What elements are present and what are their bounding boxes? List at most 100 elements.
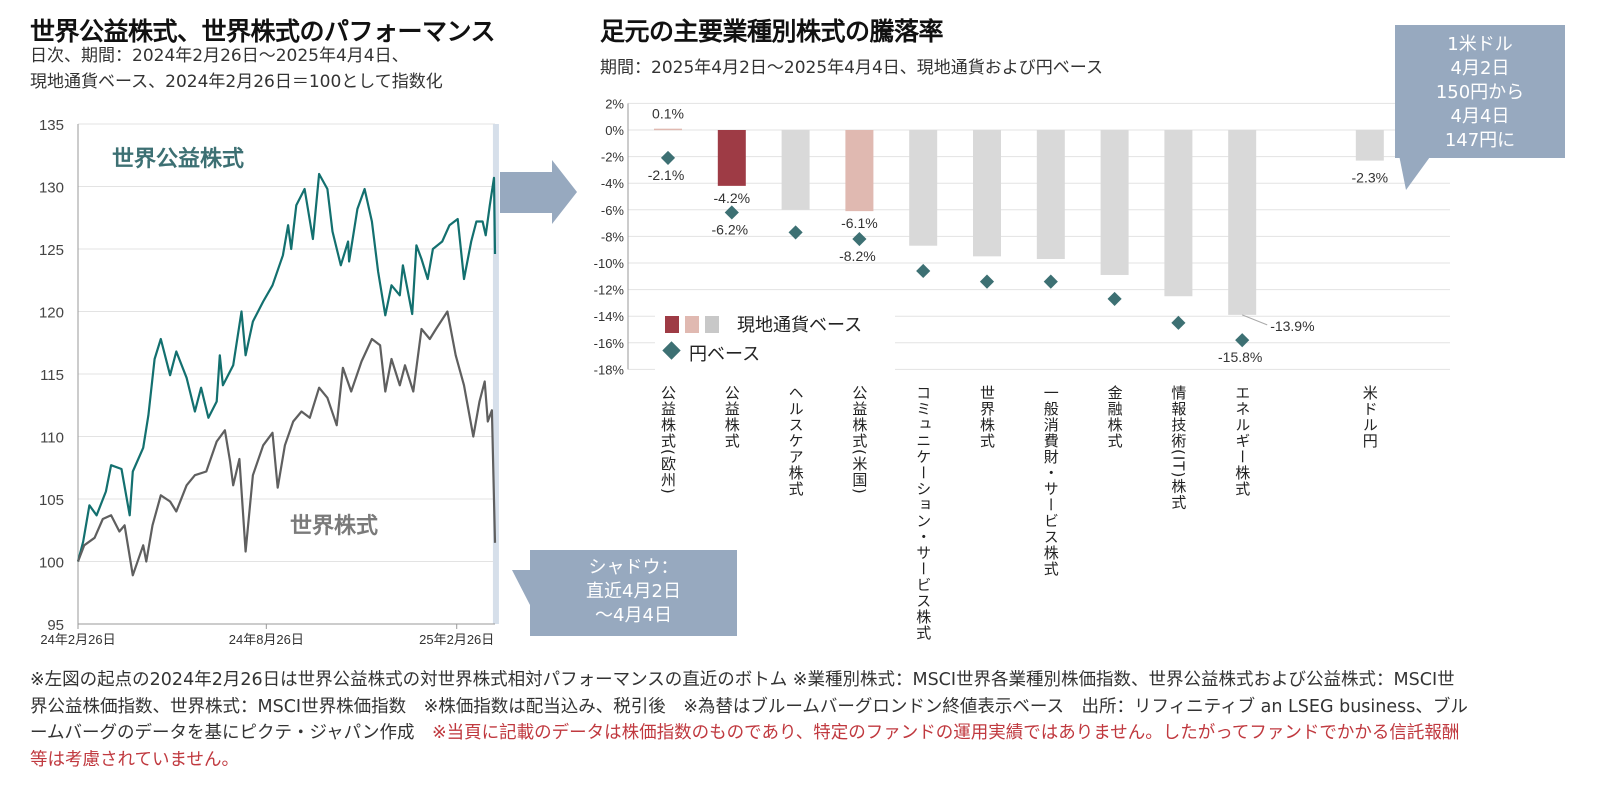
bar-local-0: [654, 128, 682, 131]
footnote: ※左図の起点の2024年2月26日は世界公益株式の対世界株式相対パフォーマンスの…: [30, 667, 1470, 773]
bar-local-5: [973, 130, 1001, 257]
data-label-yen: -6.2%: [712, 221, 749, 237]
line-chart-axes: 95 100 105 110 115 120 125 130 135 24年2月26日 24年8月2…: [39, 117, 495, 647]
data-label-local: -2.3%: [1352, 170, 1389, 186]
world-utilities-line: [76, 172, 497, 562]
y-tick-label: 125: [39, 242, 64, 259]
y-tick-label: 115: [40, 367, 64, 384]
world-equity-line: [76, 310, 497, 577]
y-tick-label: 120: [39, 305, 64, 322]
category-label: エネルギー株式: [1233, 385, 1252, 497]
category-label: 米ドル円: [1360, 385, 1379, 449]
diamond-yen-1: [724, 205, 739, 220]
arrow-right-icon: [500, 160, 577, 224]
diamond-yen-7: [1107, 291, 1122, 306]
legend-swatch-pink: [685, 316, 699, 333]
x-tick-label: 24年2月26日: [40, 632, 115, 647]
category-label: 公益株式: [722, 385, 741, 449]
y-tick-label: -18%: [594, 362, 625, 377]
category-label: 金融株式: [1105, 385, 1124, 449]
data-label-yen: -2.1%: [648, 167, 685, 183]
y-tick-label: -8%: [601, 229, 625, 244]
footnote-disclaimer: ※当頁に記載のデータは株価指数のものであり、特定のファンドの運用実績ではありませ…: [30, 723, 1460, 770]
series-label-utilities: 世界公益株式: [112, 146, 244, 171]
leader-line: [1242, 314, 1268, 326]
right-chart-subtitle: 期間：2025年4月2日～2025年4月4日、現地通貨および円ベース: [600, 58, 1103, 78]
bar-chart-bars: [654, 128, 1384, 348]
diamond-yen-5: [979, 274, 995, 289]
bar-chart-data-labels: 0.1% -4.2% -6.1% -13.9% -2.3% -2.1% -6.2% -8.2%…: [648, 106, 1388, 365]
legend-swatch-gray: [705, 316, 719, 333]
category-label: 公益株式(欧州): [659, 385, 677, 495]
left-chart-subtitle-2: 現地通貨ベース、2024年2月26日＝100として指数化: [30, 72, 443, 92]
diamond-yen-2: [788, 225, 803, 240]
x-tick-label: 24年8月26日: [229, 632, 304, 647]
line-chart-gridlines: [78, 123, 495, 625]
data-label-local: -4.2%: [714, 190, 751, 206]
category-label: コミュニケーション・サービス株式: [914, 385, 933, 641]
fx-callout-pointer: [1398, 150, 1435, 190]
y-tick-label: -2%: [601, 150, 625, 165]
legend-diamond-icon: [662, 341, 681, 360]
fx-callout-line: 4月4日: [1450, 106, 1510, 127]
fx-callout-line: 4月2日: [1450, 58, 1510, 79]
y-tick-label: 100: [39, 555, 64, 572]
fx-callout-line: 1米ドル: [1447, 34, 1513, 55]
y-tick-label: -14%: [594, 309, 625, 324]
y-tick-label: -10%: [594, 256, 625, 271]
legend-label-yen: 円ベース: [689, 344, 761, 365]
shadow-range: [492, 124, 499, 624]
left-chart-title: 世界公益株式、世界株式のパフォーマンス: [30, 17, 496, 46]
category-label: 公益株式(米国): [850, 385, 869, 495]
shadow-callout-line: ～4月4日: [595, 605, 672, 626]
y-tick-label: 2%: [605, 96, 624, 111]
y-tick-label: -12%: [594, 283, 625, 298]
legend-label-local: 現地通貨ベース: [737, 315, 863, 336]
x-tick-label: 25年2月26日: [419, 632, 494, 647]
diamond-yen-4: [916, 263, 931, 279]
bar-local-7: [1100, 130, 1129, 275]
right-chart-title: 足元の主要業種別株式の騰落率: [600, 17, 944, 46]
y-tick-label: -16%: [594, 336, 625, 351]
category-label: ヘルスケア株式: [786, 385, 805, 497]
y-tick-label: -4%: [601, 176, 625, 191]
legend-swatch-dark-red: [665, 316, 679, 333]
category-label: 一般消費財・サービス株式: [1041, 385, 1060, 577]
bar-local-1: [717, 130, 746, 186]
fx-callout: 1米ドル 4月2日 150円から 4月4日 147円に: [1395, 25, 1565, 158]
bar-chart-legend: 現地通貨ベース 円ベース: [655, 308, 895, 374]
bar-local-10: [1355, 130, 1384, 161]
diamond-yen-8: [1171, 315, 1186, 330]
y-tick-label: -6%: [601, 203, 625, 218]
footnote-text: ※左図の起点の2024年2月26日は世界公益株式の対世界株式相対パフォーマンスの…: [30, 670, 1468, 743]
diamond-yen-3: [852, 231, 867, 247]
diamond-yen-0: [660, 150, 676, 166]
bar-local-6: [1036, 130, 1065, 260]
data-label-local: 0.1%: [652, 106, 684, 122]
category-label: 情報技術(IT)株式: [1169, 385, 1188, 511]
shadow-callout-line: 直近4月2日: [586, 581, 681, 602]
line-chart-series: [76, 172, 497, 577]
left-chart-subtitle-1: 日次、期間：2024年2月26日～2025年4月4日、: [30, 46, 409, 66]
series-label-world: 世界株式: [290, 513, 378, 538]
y-tick-label: 105: [39, 492, 64, 509]
y-tick-label: 130: [39, 180, 64, 197]
bar-local-2: [781, 130, 810, 210]
bar-local-4: [909, 130, 938, 246]
shadow-callout: シャドウ： 直近4月2日 ～4月4日: [530, 550, 737, 636]
diamond-yen-6: [1043, 274, 1058, 289]
bar-local-8: [1164, 130, 1193, 297]
shadow-callout-pointer: [512, 570, 530, 605]
bar-local-9: [1228, 130, 1257, 315]
shadow-callout-line: シャドウ：: [588, 557, 679, 578]
diamond-yen-9: [1235, 333, 1250, 348]
data-label-local: -13.9%: [1270, 318, 1314, 334]
category-label: 世界株式: [978, 385, 996, 449]
y-tick-label: 110: [40, 430, 64, 447]
y-tick-label: 0%: [605, 123, 624, 138]
bar-local-3: [845, 130, 874, 212]
data-label-yen: -15.8%: [1218, 349, 1262, 365]
data-label-yen: -8.2%: [839, 248, 876, 264]
data-label-local: -6.1%: [841, 215, 878, 231]
